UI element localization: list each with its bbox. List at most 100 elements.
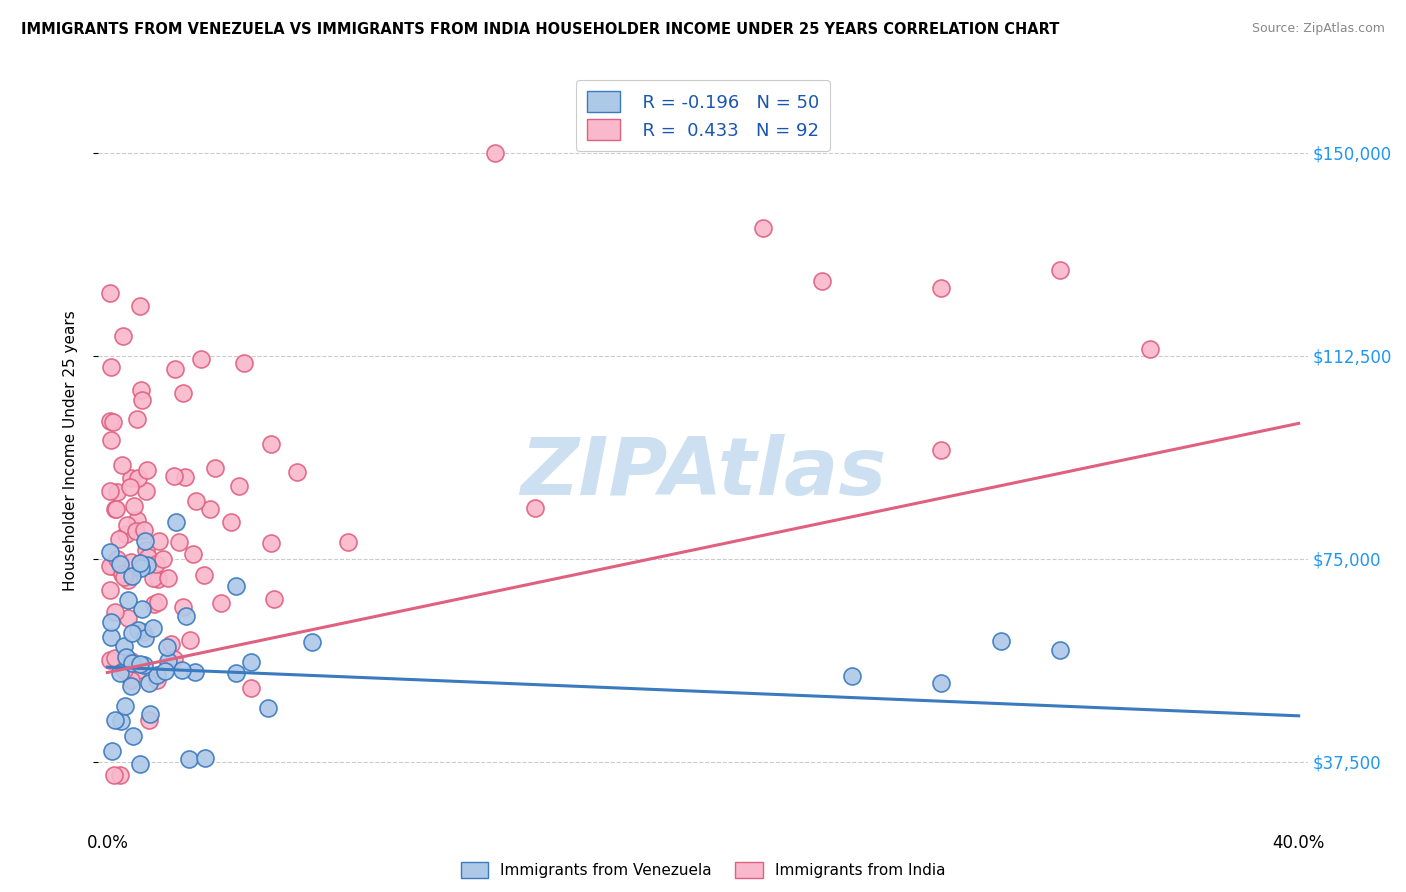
Point	[301, 635, 323, 649]
Point	[260, 437, 283, 451]
Point	[120, 673, 142, 687]
Point	[120, 480, 142, 494]
Point	[111, 329, 134, 343]
Point	[117, 517, 139, 532]
Point	[138, 676, 160, 690]
Point	[105, 552, 128, 566]
Point	[183, 665, 205, 680]
Point	[120, 555, 142, 569]
Point	[111, 458, 134, 472]
Point	[146, 572, 169, 586]
Point	[131, 392, 153, 407]
Point	[120, 680, 142, 694]
Point	[337, 535, 360, 549]
Point	[156, 640, 179, 654]
Point	[132, 625, 155, 640]
Point	[132, 523, 155, 537]
Point	[110, 714, 132, 729]
Point	[260, 536, 283, 550]
Point	[114, 698, 136, 713]
Point	[121, 569, 143, 583]
Point	[145, 668, 167, 682]
Point	[146, 673, 169, 687]
Point	[1139, 342, 1161, 356]
Point	[524, 500, 547, 515]
Point	[167, 535, 190, 549]
Point	[127, 471, 149, 485]
Point	[125, 411, 148, 425]
Point	[112, 570, 135, 584]
Point	[117, 592, 139, 607]
Point	[929, 676, 952, 690]
Point	[135, 483, 157, 498]
Point	[112, 639, 135, 653]
Point	[110, 567, 132, 582]
Point	[142, 621, 165, 635]
Point	[115, 527, 138, 541]
Point	[98, 582, 121, 597]
Point	[263, 592, 285, 607]
Point	[156, 571, 179, 585]
Point	[204, 461, 226, 475]
Point	[1049, 263, 1071, 277]
Point	[134, 631, 156, 645]
Point	[100, 360, 122, 375]
Point	[929, 443, 952, 458]
Point	[128, 299, 150, 313]
Point	[163, 469, 186, 483]
Point	[100, 631, 122, 645]
Y-axis label: Householder Income Under 25 years: Householder Income Under 25 years	[63, 310, 77, 591]
Point	[101, 415, 124, 429]
Point	[239, 681, 262, 696]
Point	[104, 605, 127, 619]
Point	[225, 665, 247, 680]
Point	[990, 634, 1012, 648]
Point	[139, 706, 162, 721]
Point	[751, 221, 773, 235]
Point	[233, 356, 256, 370]
Point	[128, 756, 150, 771]
Text: ZIPAtlas: ZIPAtlas	[520, 434, 886, 512]
Point	[179, 632, 201, 647]
Point	[219, 516, 242, 530]
Point	[257, 701, 280, 715]
Point	[110, 666, 132, 681]
Point	[228, 479, 250, 493]
Point	[194, 751, 217, 765]
Point	[121, 657, 143, 671]
Point	[135, 542, 157, 557]
Point	[174, 470, 197, 484]
Point	[138, 713, 160, 727]
Point	[110, 768, 132, 782]
Point	[190, 352, 212, 367]
Point	[98, 286, 121, 301]
Point	[170, 663, 193, 677]
Point	[136, 549, 159, 564]
Point	[104, 714, 127, 728]
Point	[811, 274, 834, 288]
Point	[129, 561, 152, 575]
Point	[145, 557, 167, 571]
Point	[193, 568, 215, 582]
Point	[146, 594, 169, 608]
Point	[136, 558, 159, 572]
Point	[127, 623, 149, 637]
Point	[239, 655, 262, 669]
Point	[117, 611, 139, 625]
Point	[135, 463, 157, 477]
Legend: Immigrants from Venezuela, Immigrants from India: Immigrants from Venezuela, Immigrants fr…	[454, 856, 952, 884]
Point	[181, 547, 204, 561]
Point	[929, 281, 952, 295]
Point	[104, 502, 127, 516]
Point	[177, 752, 200, 766]
Point	[127, 664, 149, 678]
Point	[134, 533, 156, 548]
Point	[129, 383, 152, 397]
Point	[120, 471, 142, 485]
Point	[108, 533, 131, 547]
Point	[100, 615, 122, 629]
Point	[108, 557, 131, 571]
Point	[101, 559, 124, 574]
Legend:   R = -0.196   N = 50,   R =  0.433   N = 92: R = -0.196 N = 50, R = 0.433 N = 92	[576, 80, 830, 151]
Point	[153, 664, 176, 678]
